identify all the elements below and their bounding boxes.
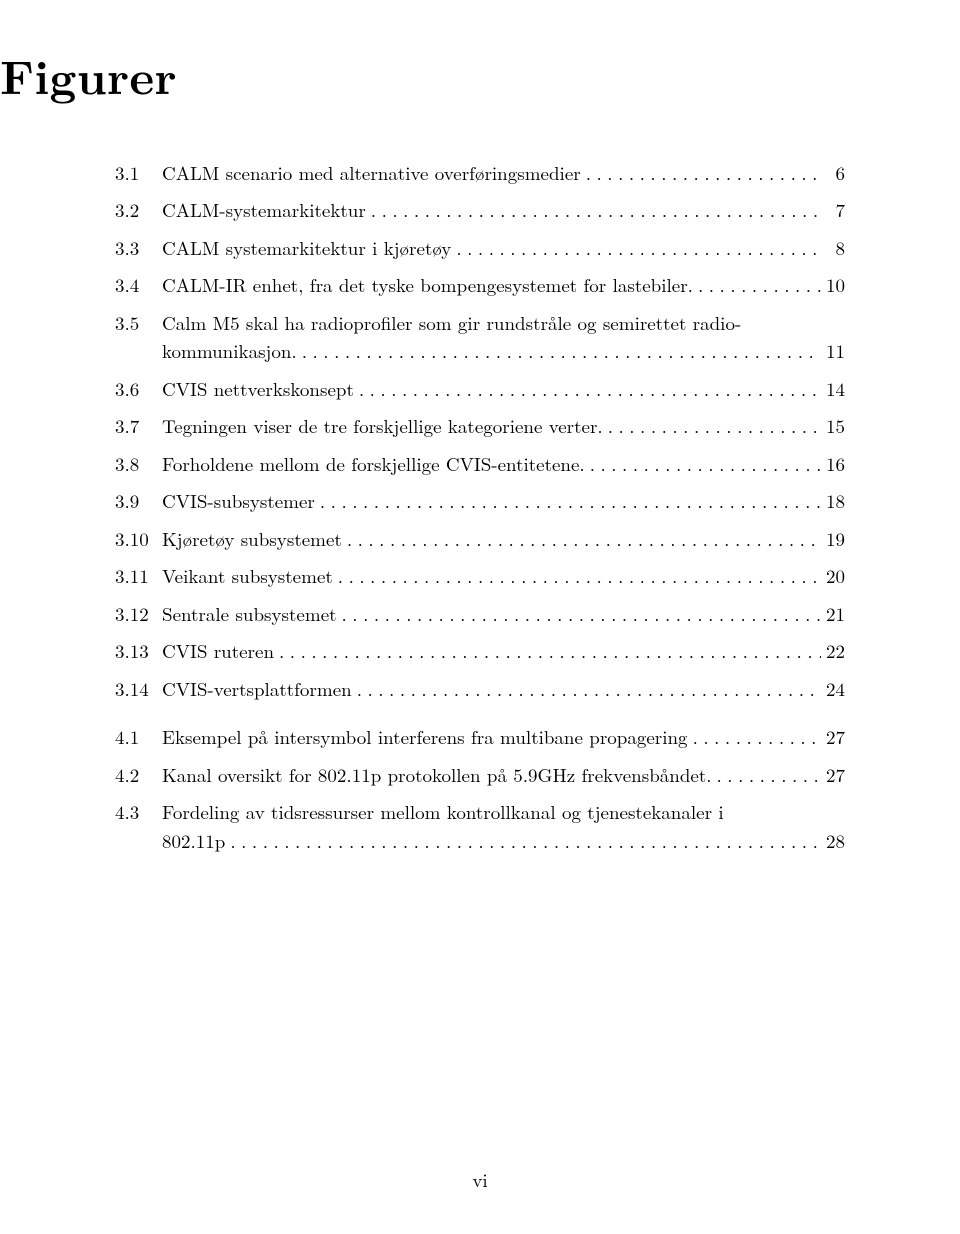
toc-entry: 3.11Veikant subsystemet.................… [115,562,845,591]
entry-text-cont: kommunikasjon. [162,337,297,366]
dot-leader: ........................................… [337,600,821,629]
entry-text: Tegningen viser de tre forskjellige kate… [162,412,603,441]
dot-leader: ........................................… [297,337,821,366]
entry-page: 27 [821,761,845,790]
entry-text-cont: 802.11p [162,827,225,856]
entry-label: 3.4 [115,271,162,300]
entry-label: 3.11 [115,562,162,591]
entry-page: 19 [821,525,845,554]
entry-text: CVIS ruteren [162,637,274,666]
page-number-footer: vi [0,1166,960,1195]
entry-text: CALM-IR enhet, fra det tyske bompengesys… [162,271,693,300]
dot-leader: ........................................… [225,827,821,856]
entry-page: 15 [821,412,845,441]
entry-page: 24 [821,675,845,704]
dot-leader: ........................................… [333,562,821,591]
entry-text: CVIS-subsystemer [162,487,315,516]
dot-leader: ........................................… [693,271,821,300]
entry-text: CALM-systemarkitektur [162,196,366,225]
entry-label: 4.1 [115,723,162,752]
entry-label: 3.1 [115,159,162,188]
toc-entry: 3.3CALM systemarkitektur i kjøretøy.....… [115,234,845,263]
entry-text: Calm M5 skal ha radioprofiler som gir ru… [162,309,741,338]
entry-page: 21 [821,600,845,629]
toc-entry: 3.10Kjøretøy subsystemet................… [115,525,845,554]
toc-entry: 3.14CVIS-vertsplattformen...............… [115,675,845,704]
dot-leader: ........................................… [581,159,821,188]
entry-page: 27 [821,723,845,752]
dot-leader: ........................................… [712,761,821,790]
dot-leader: ........................................… [342,525,821,554]
entry-label: 3.8 [115,450,162,479]
page: Figurer 3.1CALM scenario med alternative… [0,0,960,1234]
entry-label: 3.2 [115,196,162,225]
dot-leader: ........................................… [274,637,821,666]
toc-entry: 4.1Eksempel på intersymbol interferens f… [115,723,845,752]
entry-label: 3.9 [115,487,162,516]
entry-text: Kanal oversikt for 802.11p protokollen p… [162,761,712,790]
entry-label: 4.3 [115,798,162,827]
entry-text: Sentrale subsystemet [162,600,337,629]
entry-text: CALM scenario med alternative overføring… [162,159,581,188]
dot-leader: ........................................… [688,723,821,752]
toc-entry: 3.6CVIS nettverkskonsept................… [115,375,845,404]
toc-entry: 3.12Sentrale subsystemet................… [115,600,845,629]
toc-entry: 3.4CALM-IR enhet, fra det tyske bompenge… [115,271,845,300]
dot-leader: ........................................… [354,375,821,404]
entry-page: 28 [821,827,845,856]
dot-leader: ........................................… [366,196,821,225]
entry-text: CALM systemarkitektur i kjøretøy [162,234,451,263]
toc-entry: 3.1CALM scenario med alternative overfør… [115,159,845,188]
entry-page: 11 [821,337,845,366]
entry-page: 14 [821,375,845,404]
dot-leader: ........................................… [585,450,821,479]
toc-entries: 3.1CALM scenario med alternative overfør… [115,159,845,856]
entry-page: 18 [821,487,845,516]
dot-leader: ........................................… [315,487,821,516]
toc-entry: 3.5Calm M5 skal ha radioprofiler som gir… [115,309,845,366]
toc-entry: 3.7Tegningen viser de tre forskjellige k… [115,412,845,441]
toc-entry: 3.8Forholdene mellom de forskjellige CVI… [115,450,845,479]
entry-label: 3.6 [115,375,162,404]
entry-page: 10 [821,271,845,300]
entry-text: CVIS nettverkskonsept [162,375,354,404]
dot-leader: ........................................… [451,234,821,263]
entry-page: 6 [821,159,845,188]
toc-entry: 3.2CALM-systemarkitektur................… [115,196,845,225]
entry-label: 3.7 [115,412,162,441]
entry-text: Eksempel på intersymbol interferens fra … [162,723,688,752]
dot-leader: ........................................… [603,412,821,441]
entry-label: 3.14 [115,675,162,704]
entry-text: Fordeling av tidsressurser mellom kontro… [162,798,724,827]
entry-page: 20 [821,562,845,591]
entry-label: 3.3 [115,234,162,263]
toc-entry: 4.2Kanal oversikt for 802.11p protokolle… [115,761,845,790]
entry-page: 7 [821,196,845,225]
entry-label: 3.10 [115,525,162,554]
entry-label: 3.13 [115,637,162,666]
entry-label: 3.12 [115,600,162,629]
toc-entry: 3.9CVIS-subsystemer.....................… [115,487,845,516]
dot-leader: ........................................… [352,675,821,704]
entry-text: Kjøretøy subsystemet [162,525,342,554]
entry-text: Forholdene mellom de forskjellige CVIS-e… [162,450,585,479]
entry-page: 22 [821,637,845,666]
entry-label: 3.5 [115,309,162,338]
page-title: Figurer [0,40,845,111]
entry-label: 4.2 [115,761,162,790]
entry-page: 8 [821,234,845,263]
entry-text: CVIS-vertsplattformen [162,675,352,704]
entry-text: Veikant subsystemet [162,562,333,591]
entry-page: 16 [821,450,845,479]
toc-entry: 3.13CVIS ruteren........................… [115,637,845,666]
toc-entry: 4.3Fordeling av tidsressurser mellom kon… [115,798,845,855]
